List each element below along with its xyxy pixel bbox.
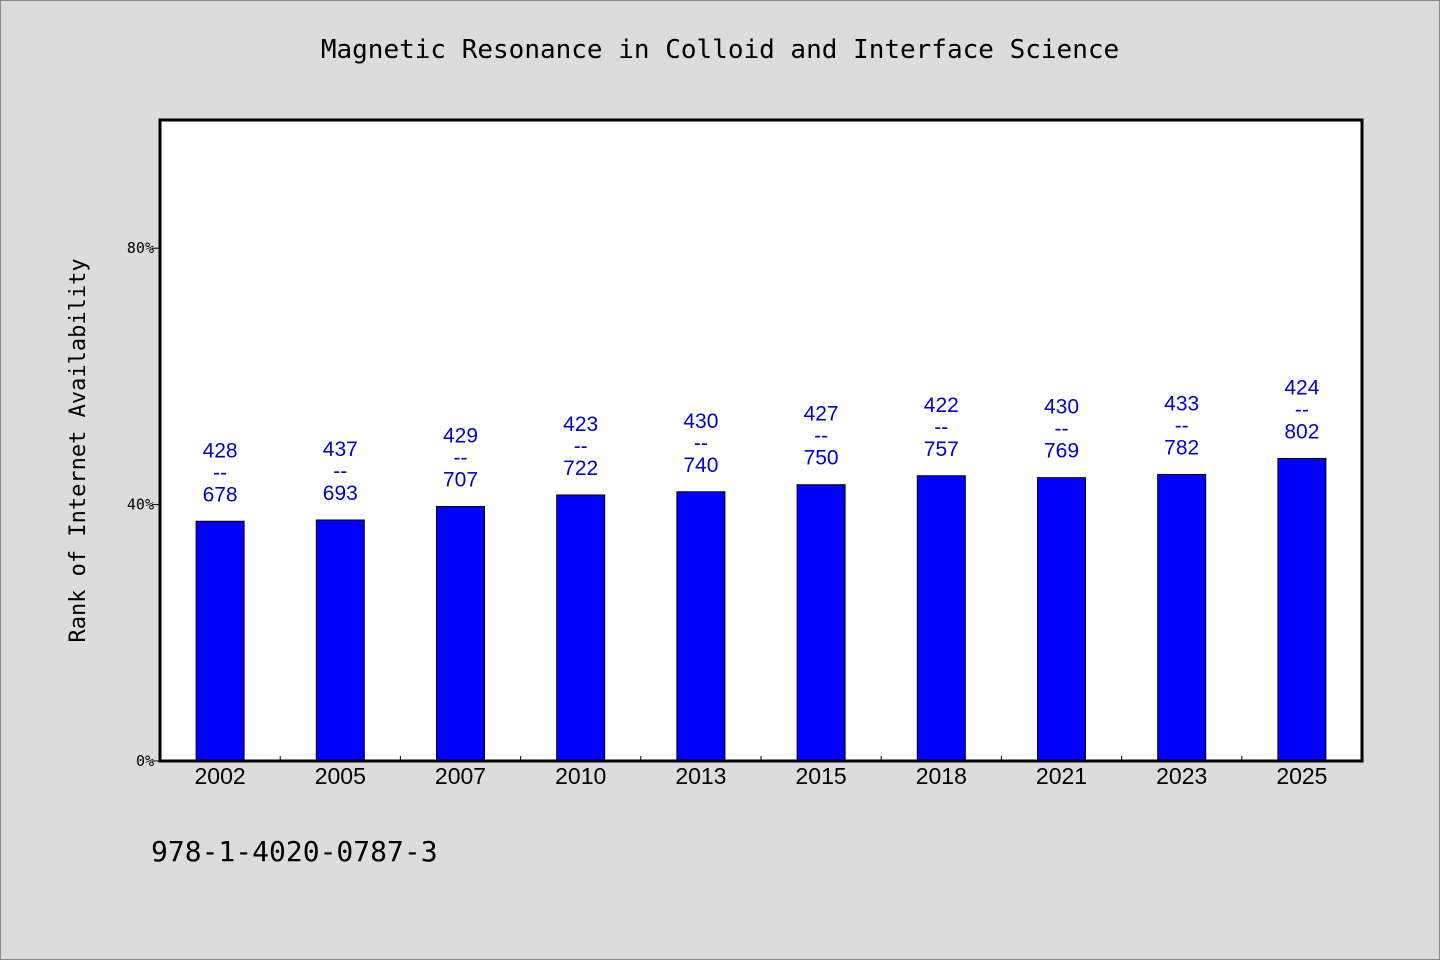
x-tick-label: 2023 (1156, 763, 1207, 789)
data-label: 429 (443, 425, 478, 448)
x-tick-label: 2021 (1036, 763, 1087, 789)
data-label: 437 (323, 438, 358, 461)
bar (195, 520, 245, 762)
isbn-footer: 978-1-4020-0787-3 (151, 835, 438, 868)
data-label: 423 (563, 413, 598, 436)
data-label: -- (333, 460, 347, 483)
data-label: 433 (1164, 392, 1199, 415)
x-tick-label: 2002 (195, 763, 246, 789)
y-axis-title: Rank of Internet Availability (66, 258, 91, 642)
data-label: -- (1055, 418, 1069, 441)
data-label: -- (574, 435, 588, 458)
x-tick-label: 2007 (435, 763, 486, 789)
x-tick-label: 2025 (1276, 763, 1327, 789)
bar (796, 484, 846, 762)
data-label: -- (814, 425, 828, 448)
data-label: -- (934, 416, 948, 439)
bar (1277, 457, 1327, 762)
data-label: 740 (683, 454, 718, 477)
bar (1037, 477, 1086, 762)
data-label: -- (1175, 414, 1189, 437)
chart-title: Magnetic Resonance in Colloid and Interf… (320, 35, 1120, 65)
bar (676, 491, 726, 762)
data-label: 424 (1284, 376, 1319, 399)
data-label: 802 (1284, 420, 1319, 443)
bar (916, 475, 966, 762)
x-tick-label: 2010 (555, 763, 606, 789)
data-label: -- (213, 461, 227, 484)
data-label: -- (694, 432, 708, 455)
data-label: 707 (443, 469, 478, 492)
data-label: 757 (924, 438, 959, 461)
bar (315, 519, 365, 762)
y-tick-label: 40% (127, 496, 154, 514)
data-label: 750 (804, 447, 839, 470)
data-label: -- (1295, 398, 1309, 421)
x-tick-label: 2005 (315, 763, 366, 789)
y-tick-label: 0% (136, 752, 154, 770)
data-label: 722 (563, 457, 598, 480)
bar (556, 494, 606, 762)
plot-frame (158, 118, 1364, 763)
data-label: 693 (323, 482, 358, 505)
x-tick-label: 2013 (675, 763, 726, 789)
data-label: 430 (683, 410, 718, 433)
data-label: -- (454, 447, 468, 470)
x-tick-label: 2015 (796, 763, 847, 789)
data-label: 678 (203, 483, 238, 506)
data-label: 782 (1164, 436, 1199, 459)
x-tick-label: 2018 (916, 763, 967, 789)
data-label: 422 (924, 394, 959, 417)
bar (436, 506, 485, 762)
data-label: 769 (1044, 440, 1079, 463)
data-label: 428 (203, 439, 238, 462)
y-tick-label: 80% (127, 239, 154, 257)
data-label: 427 (804, 403, 839, 426)
bar (1157, 473, 1207, 762)
data-label: 430 (1044, 396, 1079, 419)
